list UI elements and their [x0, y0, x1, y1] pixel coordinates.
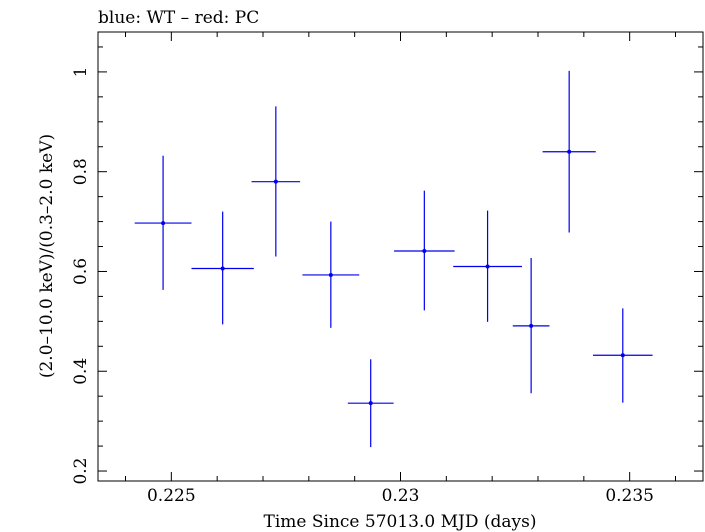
data-point: [161, 221, 166, 226]
plot-frame: [97, 31, 704, 482]
x-tick-label: 0.235: [605, 486, 654, 506]
data-marks: [134, 70, 653, 448]
data-point: [567, 149, 572, 154]
chart-title: blue: WT – red: PC: [98, 8, 259, 28]
data-point: [529, 323, 534, 328]
data-point: [485, 264, 490, 269]
data-point: [368, 401, 373, 406]
y-tick-label: 1: [71, 66, 91, 77]
data-point: [422, 249, 427, 254]
x-tick-label: 0.225: [147, 486, 196, 506]
axis-ticks: 0.225 0.23 0.235 0.2 0.4 0.6 0.8 1: [71, 32, 703, 506]
data-point: [220, 266, 225, 271]
x-axis-label: Time Since 57013.0 MJD (days): [264, 512, 537, 532]
data-point: [328, 272, 333, 277]
y-tick-label: 0.2: [71, 457, 91, 484]
y-tick-label: 0.8: [71, 158, 91, 185]
data-point: [620, 353, 625, 358]
data-point: [273, 179, 278, 184]
y-tick-label: 0.6: [71, 258, 91, 285]
x-tick-label: 0.23: [382, 486, 420, 506]
y-tick-label: 0.4: [71, 358, 91, 385]
y-axis-label: (2.0–10.0 keV)/(0.3–2.0 keV): [37, 134, 57, 378]
